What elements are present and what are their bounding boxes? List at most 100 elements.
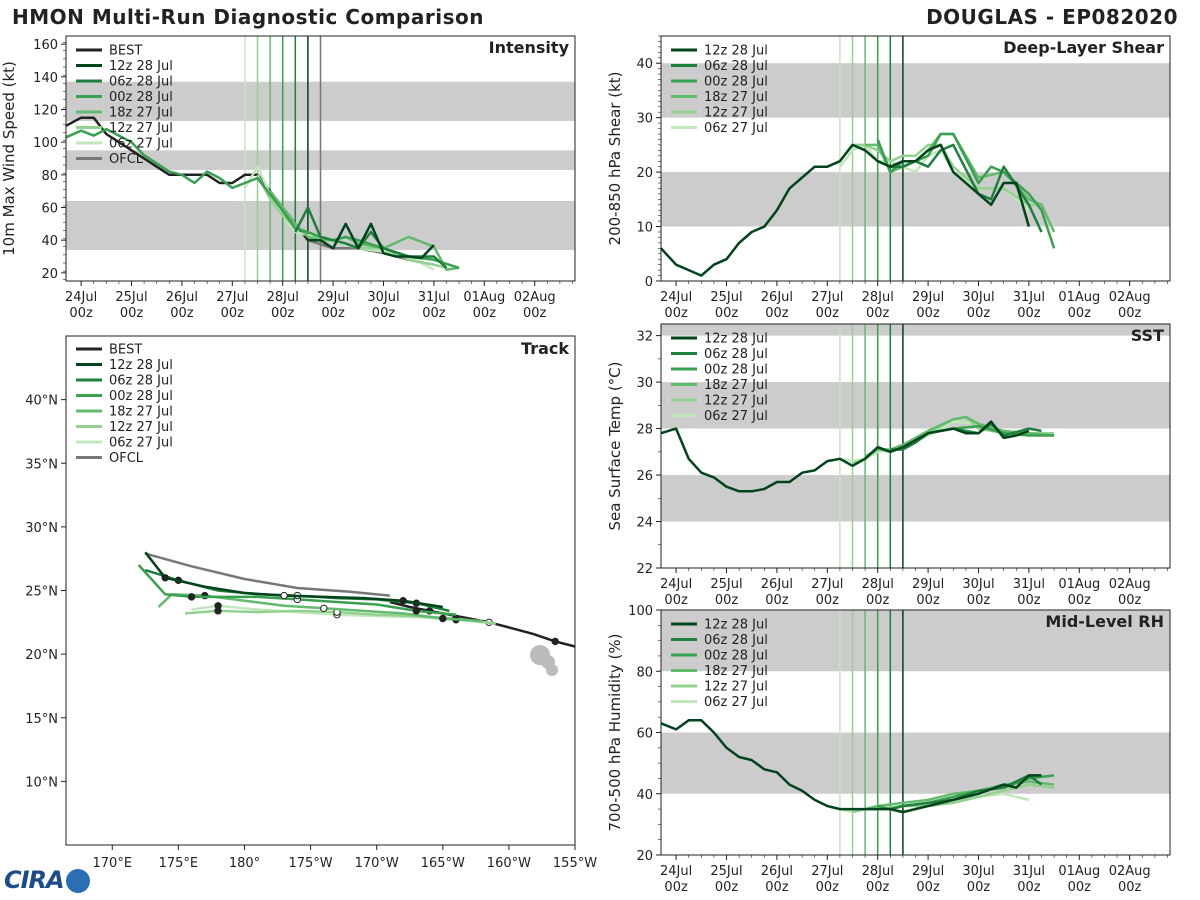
track-marker [439, 614, 447, 623]
x-tick-label-hour: 00z [765, 306, 789, 321]
x-tick-label-date: 25Jul [710, 577, 742, 592]
legend-label: OFCL [109, 451, 144, 466]
x-tick-label-date: 26Jul [761, 577, 793, 592]
legend-label: 06z 27 Jul [704, 695, 768, 710]
x-tick-label-hour: 00z [967, 306, 991, 321]
y-tick-label: 60 [41, 202, 58, 217]
x-tick-label-date: 30Jul [367, 290, 399, 305]
panel-title: Intensity [489, 38, 570, 57]
shaded-band [661, 382, 1170, 429]
x-tick-label-hour: 00z [1118, 306, 1142, 321]
panel-track: 10°N 15°N 20°N 25°N 30°N 35°N 40°N 170°E 175°E 18… [25, 335, 597, 871]
y-tick-label: 26 [636, 469, 653, 484]
y-tick-label: 100 [628, 604, 653, 619]
x-tick-label-date: 01Aug [463, 290, 505, 305]
x-tick-label: 170°W [355, 856, 399, 871]
track-line-18z-27-Jul [157, 593, 483, 623]
x-tick-label: 180° [229, 856, 260, 871]
x-tick-label-hour: 00z [765, 593, 789, 608]
panel-title: Deep-Layer Shear [1003, 38, 1164, 57]
x-tick-label-hour: 00z [816, 593, 840, 608]
legend-label: 06z 28 Jul [704, 59, 768, 74]
y-tick-label: 140 [33, 71, 58, 86]
x-tick-label-hour: 00z [473, 306, 497, 321]
y-tick-label: 10°N [25, 775, 58, 790]
y-tick-label: 20 [636, 166, 653, 181]
x-tick-label-hour: 00z [816, 880, 840, 895]
series-line-06z-28-Jul [890, 774, 1043, 811]
x-tick-label-hour: 00z [866, 880, 890, 895]
x-tick-label-hour: 00z [715, 306, 739, 321]
x-tick-label-hour: 00z [120, 306, 144, 321]
y-tick-label: 40 [636, 788, 653, 803]
legend-label: 12z 27 Jul [704, 680, 768, 695]
track-line-OFCL [144, 552, 391, 597]
x-tick-label-date: 25Jul [115, 290, 147, 305]
y-tick-label: 30 [636, 112, 653, 127]
panel-sst: 22242628303224Jul00z25Jul00z26Jul00z27Ju… [606, 323, 1171, 608]
x-tick-label-date: 01Aug [1058, 864, 1100, 879]
legend-label: 06z 28 Jul [704, 633, 768, 648]
figure-title-right: DOUGLAS - EP082020 [926, 5, 1178, 29]
x-tick-label: 175°W [288, 856, 332, 871]
x-tick-label-date: 01Aug [1058, 290, 1100, 305]
x-tick-label-date: 02Aug [1109, 290, 1151, 305]
x-tick-label: 160°W [487, 856, 531, 871]
legend-label: 12z 27 Jul [109, 420, 173, 435]
y-tick-label: 160 [33, 38, 58, 53]
panel-intensity: 2040608010012014016024Jul00z25Jul00z26Ju… [0, 35, 576, 321]
x-tick-label-hour: 00z [715, 880, 739, 895]
cira-logo: CIRA [4, 866, 90, 894]
shaded-band [661, 732, 1170, 794]
track-marker [280, 591, 288, 600]
legend-label: 12z 28 Jul [704, 332, 768, 347]
x-tick-label-hour: 00z [664, 880, 688, 895]
y-tick-label: 80 [41, 169, 58, 184]
x-tick-label-date: 02Aug [514, 290, 556, 305]
x-tick-label-hour: 00z [916, 306, 940, 321]
y-tick-label: 28 [636, 423, 653, 438]
x-tick-label-hour: 00z [170, 306, 194, 321]
x-tick-label: 165°W [421, 856, 465, 871]
series-line-12z-28-Jul [660, 420, 1030, 493]
x-tick-label-date: 28Jul [862, 290, 894, 305]
y-tick-label: 32 [636, 330, 653, 345]
y-axis-label: 10m Max Wind Speed (kt) [0, 61, 18, 256]
legend-label: 00z 28 Jul [109, 90, 173, 105]
y-tick-label: 30 [636, 376, 653, 391]
x-tick-label-hour: 00z [221, 306, 245, 321]
logo-text: CIRA [4, 866, 65, 894]
y-tick-label: 40 [41, 234, 58, 249]
x-tick-label-date: 29Jul [912, 290, 944, 305]
x-tick-label-hour: 00z [422, 306, 446, 321]
legend-label: 18z 27 Jul [704, 90, 768, 105]
x-tick-label-hour: 00z [1118, 593, 1142, 608]
x-tick-label-date: 26Jul [761, 290, 793, 305]
x-tick-label-date: 24Jul [65, 290, 97, 305]
legend-label: 18z 27 Jul [109, 405, 173, 420]
y-tick-label: 24 [636, 516, 653, 531]
y-tick-label: 100 [33, 136, 58, 151]
panel-title: Mid-Level RH [1045, 612, 1164, 631]
x-tick-label-date: 31Jul [418, 290, 450, 305]
legend-label: 18z 27 Jul [704, 378, 768, 393]
panel-title: SST [1131, 326, 1164, 345]
y-tick-label: 15°N [25, 712, 58, 727]
legend-label: OFCL [109, 152, 144, 167]
legend-label: 06z 27 Jul [704, 121, 768, 136]
x-tick-label-hour: 00z [715, 593, 739, 608]
series-line-12z-28-Jul [660, 719, 1042, 814]
legend-label: 18z 27 Jul [109, 106, 173, 121]
legend-label: BEST [109, 343, 142, 358]
panel-title: Track [521, 339, 569, 358]
y-tick-label: 40 [636, 57, 653, 72]
x-tick-label-date: 30Jul [962, 577, 994, 592]
legend-label: 06z 28 Jul [704, 347, 768, 362]
track-marker [551, 637, 559, 646]
y-tick-label: 120 [33, 104, 58, 119]
x-tick-label: 170°E [93, 856, 133, 871]
y-tick-label: 0 [645, 275, 653, 290]
track-marker [412, 607, 421, 615]
track-marker [187, 593, 196, 601]
y-tick-label: 10 [636, 221, 653, 236]
